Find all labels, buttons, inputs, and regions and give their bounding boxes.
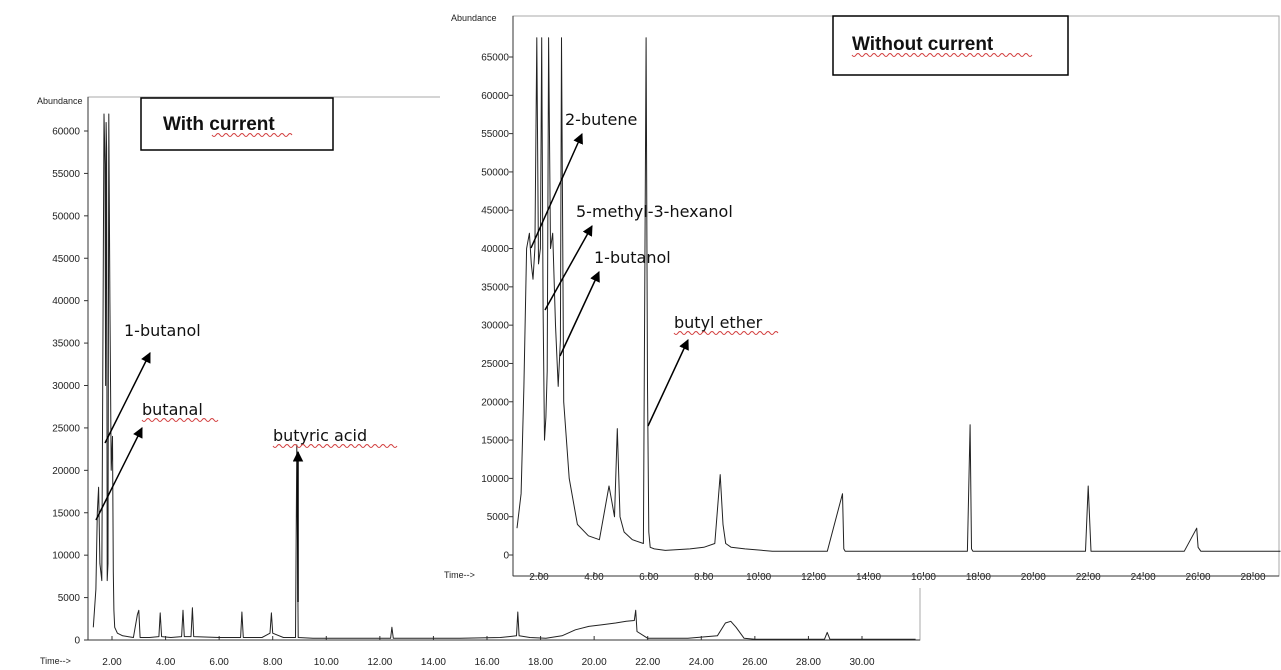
x-axis: 2.00 4.00 6.00 8.00 10.00 12.00 14.00 16.00 18.0… [88,636,920,668]
annotation-label: butyric acid [273,426,367,445]
y-axis-title: Abundance [37,96,83,106]
series-line [92,113,916,640]
x-tick-label: 26.00 [742,657,767,668]
chart-title: Without current [852,34,994,55]
y-tick-label: 40000 [52,296,80,307]
y-tick-label: 65000 [481,53,509,64]
annotation-label: 1-butanol [124,321,201,340]
x-tick-label: 16.00 [911,572,936,583]
series-layer [92,113,916,640]
x-tick-label: 10.00 [746,572,771,583]
series-layer [516,37,1281,552]
y-tick-label: 5000 [58,593,81,604]
x-tick-label: 24.00 [1131,572,1156,583]
annotation-label: butanal [142,400,203,419]
x-tick-label: 2.00 [102,657,122,668]
x-tick-label: 8.00 [263,657,283,668]
x-tick-label: 14.00 [856,572,881,583]
x-tick-label: 20.00 [1021,572,1046,583]
annotation-label: butyl ether [674,313,763,332]
x-tick-label: 12.00 [801,572,826,583]
y-tick-label: 20000 [52,466,80,477]
spellcheck-underline [673,331,779,335]
annotation-arrow [559,271,600,357]
x-tick-label: 6.00 [639,572,659,583]
x-tick-label: 24.00 [689,657,714,668]
y-tick-label: 60000 [52,127,80,138]
y-axis: 0 5000 10000 15000 20000 25000 30000 35000 40000… [481,16,514,576]
x-tick-label: 4.00 [584,572,604,583]
x-tick-label: 10.00 [314,657,339,668]
chart-title: With current [163,114,275,135]
spellcheck-underline [211,133,293,137]
x-tick-label: 26.00 [1186,572,1211,583]
annotation-arrow [647,339,689,427]
y-axis: 0 5000 10000 15000 20000 25000 30000 35000 40000… [52,97,89,647]
plot-frame [512,15,1280,577]
y-tick-label: 50000 [481,167,509,178]
annotation-arrow [95,427,143,521]
y-tick-label: 0 [503,551,509,562]
y-tick-label: 35000 [52,339,80,350]
y-tick-label: 15000 [481,436,509,447]
x-axis-title: Time--> [40,656,71,666]
title-box [140,97,334,151]
x-tick-label: 2.00 [529,572,549,583]
spellcheck-underline [272,444,398,448]
annotation-label: 5-methyl-3-hexanol [576,202,733,221]
y-tick-label: 55000 [481,129,509,140]
spellcheck-underline [851,53,1033,57]
y-tick-label: 60000 [481,91,509,102]
title-box [832,15,1069,76]
x-tick-label: 16.00 [474,657,499,668]
y-tick-label: 45000 [481,206,509,217]
y-tick-label: 30000 [52,381,80,392]
x-tick-label: 30.00 [849,657,874,668]
y-tick-label: 15000 [52,508,80,519]
y-tick-label: 20000 [481,397,509,408]
x-tick-label: 6.00 [209,657,229,668]
y-tick-label: 55000 [52,169,80,180]
x-tick-label: 18.00 [528,657,553,668]
y-tick-label: 10000 [481,474,509,485]
spellcheck-underline [141,418,219,422]
x-tick-label: 12.00 [367,657,392,668]
x-tick-label: 20.00 [582,657,607,668]
y-tick-label: 30000 [481,321,509,332]
x-tick-label: 22.00 [635,657,660,668]
annotation-arrow [104,352,151,444]
x-tick-label: 4.00 [156,657,176,668]
annotation-label: 1-butanol [594,248,671,267]
y-tick-label: 10000 [52,551,80,562]
x-tick-label: 28.00 [1240,572,1265,583]
x-tick-label: 14.00 [421,657,446,668]
y-tick-label: 50000 [52,211,80,222]
y-tick-label: 25000 [52,423,80,434]
x-axis: 2.00 4.00 6.00 8.00 10.00 12.00 14.00 16.00 18.0… [513,572,1279,583]
chart-without-current: Abundance Time--> 0 5000 10000 15000 20000 25… [440,10,1281,588]
x-axis-title: Time--> [444,570,475,580]
y-tick-label: 45000 [52,254,80,265]
y-tick-label: 40000 [481,244,509,255]
x-tick-label: 28.00 [796,657,821,668]
annotation-arrow [530,133,583,249]
annotation-label: 2-butene [565,110,637,129]
y-tick-label: 35000 [481,282,509,293]
annotation-arrow [544,225,593,311]
y-tick-label: 25000 [481,359,509,370]
series-line [516,37,1281,552]
x-tick-label: 22.00 [1076,572,1101,583]
x-tick-label: 8.00 [694,572,714,583]
y-tick-label: 0 [74,636,80,647]
y-tick-label: 5000 [487,512,510,523]
y-axis-title: Abundance [451,13,497,23]
x-tick-label: 18.00 [966,572,991,583]
